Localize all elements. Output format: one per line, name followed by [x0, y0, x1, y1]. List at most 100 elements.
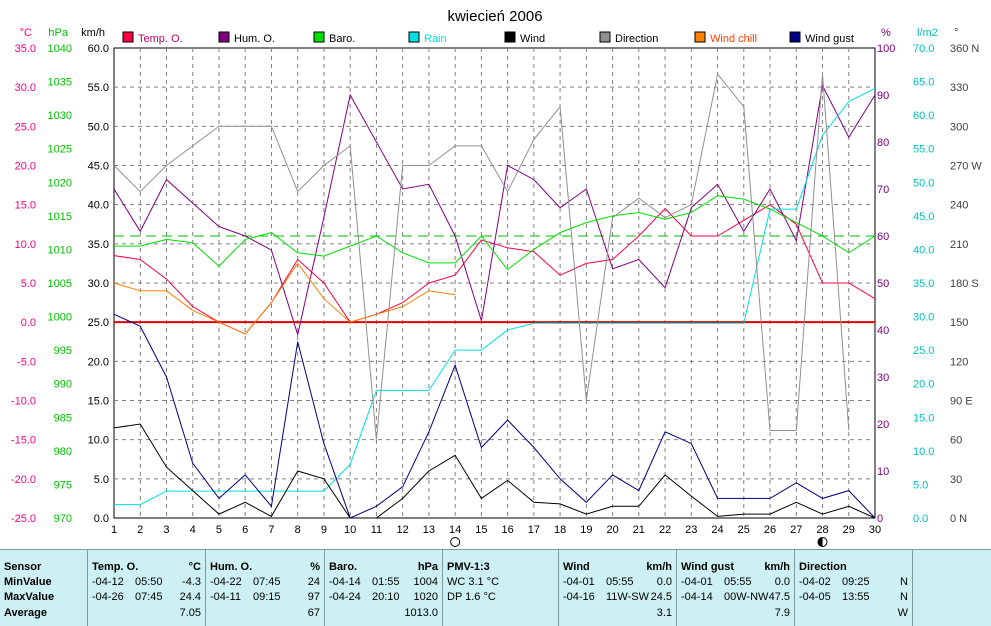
- dir-axis-label: 210: [950, 239, 968, 251]
- baro-axis-label: 1035: [48, 77, 72, 89]
- baro-axis-label: 1000: [48, 312, 72, 324]
- new-moon-icon: [450, 537, 461, 547]
- hum-average: 67: [307, 607, 320, 619]
- hum-min-time: 07:45: [253, 576, 281, 588]
- label-sensor: Sensor: [4, 561, 42, 573]
- wind-max-value: 24.5: [650, 591, 672, 603]
- hum-header: Hum. O.: [210, 561, 253, 573]
- baro-min-date: -04-14: [329, 576, 361, 588]
- legend-swatch-rain: [408, 31, 420, 43]
- pmv-dewpoint: DP 1.6 °C: [447, 591, 496, 603]
- rain-axis-label: 45.0: [913, 211, 934, 223]
- temp-unit: °C: [188, 561, 201, 573]
- hum-unit: %: [310, 561, 320, 573]
- series-line-baro: [114, 195, 876, 271]
- label-maxvalue: MaxValue: [4, 591, 55, 603]
- x-tick-label: 30: [869, 524, 881, 536]
- x-tick-label: 6: [242, 524, 248, 536]
- hum-axis-label-unit: %: [881, 27, 891, 39]
- wind-max-direction: 11W-SW: [606, 591, 649, 603]
- series-line-wind: [113, 423, 876, 519]
- wind-max-date: -04-16: [563, 591, 595, 603]
- baro-axis-label: 985: [54, 412, 72, 424]
- gust-min-value: 0.0: [774, 576, 790, 588]
- rain-axis-label: 5.0: [913, 479, 928, 491]
- wind-axis-label: 15.0: [88, 396, 109, 408]
- wind-axis-label: 55.0: [88, 82, 109, 94]
- hum-max-date: -04-11: [210, 591, 241, 603]
- dir-axis-label: 360 N: [950, 43, 979, 55]
- hum-axis-label: 30: [877, 372, 889, 384]
- x-tick-label: 15: [475, 524, 487, 536]
- baro-axis-label: 995: [54, 345, 72, 357]
- wind-axis-label: 30.0: [88, 278, 109, 290]
- x-tick-label: 27: [790, 524, 802, 536]
- legend-label-wind-chill: Wind chill: [710, 33, 757, 45]
- hum-axis-label: 100: [877, 43, 895, 55]
- baro-axis-label: 1020: [48, 177, 72, 189]
- dir-axis-label: 150: [950, 317, 968, 329]
- legend-label-temp-o: Temp. O.: [138, 33, 183, 45]
- first-quarter-moon-shade: [818, 537, 823, 547]
- baro-axis-label: 1010: [48, 244, 72, 256]
- temp-min-time: 05:50: [135, 576, 163, 588]
- x-tick-label: 21: [633, 524, 645, 536]
- legend-swatch-direction: [599, 31, 611, 43]
- x-tick-label: 19: [580, 524, 592, 536]
- wind-axis-label: 5.0: [94, 474, 109, 486]
- dir-header: Direction: [799, 561, 847, 573]
- wind-axis-label: 45.0: [88, 161, 109, 173]
- series-line-direction: [113, 72, 850, 440]
- legend-label-hum-o: Hum. O.: [234, 33, 275, 45]
- gust-header: Wind gust: [681, 561, 735, 573]
- hum-axis-label: 10: [877, 466, 889, 478]
- wind-axis-label: 20.0: [88, 356, 109, 368]
- x-tick-label: 3: [163, 524, 169, 536]
- gust-average: 7.9: [774, 607, 790, 619]
- temp-axis-label: 0.0: [21, 317, 36, 329]
- baro-average: 1013.0: [404, 607, 438, 619]
- dir-axis-label: 0 N: [950, 513, 967, 525]
- temp-max-value: 24.4: [179, 591, 201, 603]
- dir-axis-label: 90 E: [950, 396, 973, 408]
- legend-swatch-hum-o: [218, 31, 230, 43]
- legend-label-baro: Baro.: [329, 33, 355, 45]
- stats-baro: Baro. hPa -04-14 01:55 1004 -04-24 20:10 1020…: [325, 550, 443, 626]
- wind-axis-label: 0.0: [94, 513, 109, 525]
- rain-axis-label: 10.0: [913, 446, 934, 458]
- rain-axis-label: 40.0: [913, 244, 934, 256]
- x-tick-label: 10: [344, 524, 356, 536]
- x-tick-label: 20: [606, 524, 618, 536]
- wind-min-value: 0.0: [656, 576, 672, 588]
- rain-axis-label: 0.0: [913, 513, 928, 525]
- x-tick-label: 5: [216, 524, 222, 536]
- dir-axis-label: 120: [950, 356, 968, 368]
- x-tick-label: 14: [449, 524, 461, 536]
- rain-axis-label: 65.0: [913, 77, 934, 89]
- dir-axis-label: 30: [950, 474, 962, 486]
- baro-header: Baro.: [329, 561, 358, 573]
- temp-axis-label: 20.0: [15, 161, 36, 173]
- stats-direction: Direction -04-02 09:25 N -04-05 13:55 N W: [795, 550, 913, 626]
- wind-axis-label: 50.0: [88, 121, 109, 133]
- label-minvalue: MinValue: [4, 576, 52, 588]
- wind-axis-label: 25.0: [88, 317, 109, 329]
- pmv-windchill: WC 3.1 °C: [447, 576, 500, 588]
- dir-axis-label: 240: [950, 200, 968, 212]
- baro-axis-label-unit: hPa: [48, 27, 68, 39]
- hum-axis-label: 0: [877, 513, 883, 525]
- stats-temp: Temp. O. °C -04-12 05:50 -4.3 -04-26 07:45 24…: [88, 550, 206, 626]
- gust-max-date: -04-14: [681, 591, 713, 603]
- rain-axis-label: 15.0: [913, 412, 934, 424]
- wind-min-date: -04-01: [563, 576, 595, 588]
- gust-min-date: -04-01: [681, 576, 713, 588]
- temp-axis-label: 30.0: [15, 82, 36, 94]
- temp-header: Temp. O.: [92, 561, 139, 573]
- baro-unit: hPa: [417, 561, 438, 573]
- dir-min-value: N: [900, 576, 908, 588]
- chart-title: kwiecień 2006: [447, 8, 542, 25]
- baro-max-value: 1020: [413, 591, 438, 603]
- baro-axis-label: 990: [54, 379, 72, 391]
- stats-gust: Wind gust km/h -04-01 05:55 0.0 -04-14 00W-N…: [677, 550, 795, 626]
- temp-axis-label: -5.0: [17, 356, 36, 368]
